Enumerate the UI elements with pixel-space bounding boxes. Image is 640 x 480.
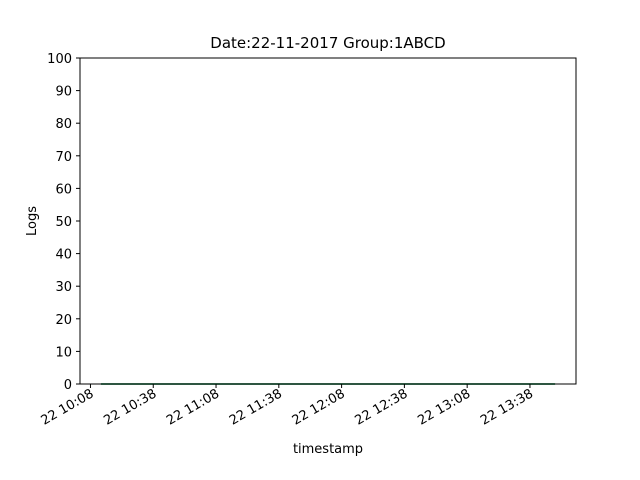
y-tick-label: 90 — [55, 85, 72, 100]
y-axis: 0 10 20 30 40 50 60 70 80 90 100 — [47, 52, 80, 393]
y-tick-label: 70 — [55, 150, 72, 165]
plot-frame — [79, 57, 577, 385]
y-tick-label: 30 — [55, 280, 72, 295]
y-tick-label: 80 — [55, 117, 72, 132]
y-tick-label: 100 — [47, 52, 72, 67]
y-tick-label: 10 — [55, 345, 72, 360]
y-axis-label: Logs — [25, 206, 40, 236]
y-tick-label: 60 — [55, 182, 72, 197]
x-axis-label: timestamp — [293, 442, 363, 457]
chart-title: Date:22-11-2017 Group:1ABCD — [210, 34, 445, 52]
y-tick-label: 50 — [55, 215, 72, 230]
y-tick-label: 0 — [64, 378, 72, 393]
y-tick-label: 20 — [55, 313, 72, 328]
y-tick-label: 40 — [55, 248, 72, 263]
